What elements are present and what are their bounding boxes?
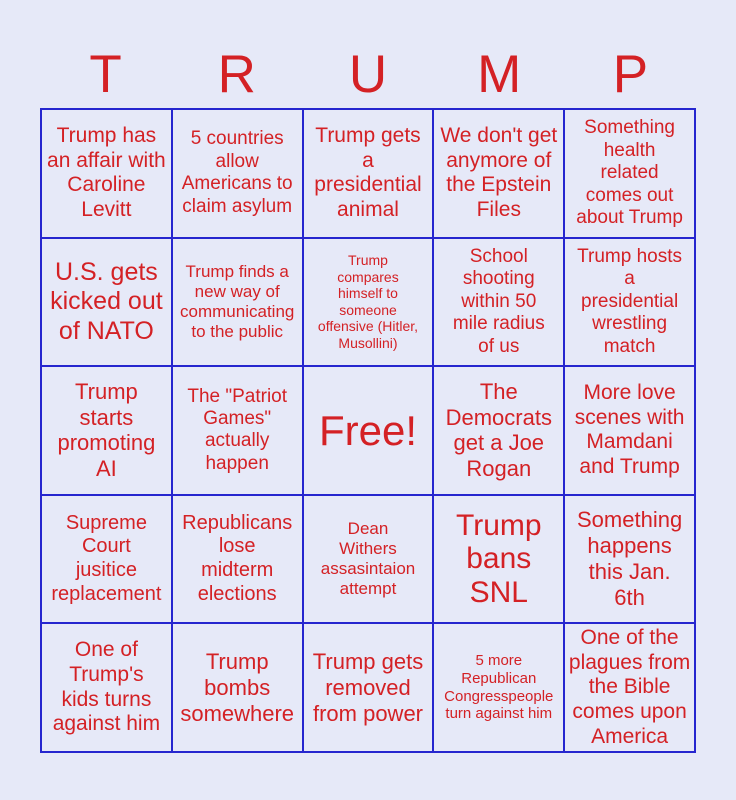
- bingo-cell-r5c4[interactable]: 5 more Republican Congresspeople turn ag…: [433, 623, 565, 752]
- bingo-cell-r4c4[interactable]: Trump bans SNL: [433, 494, 565, 624]
- bingo-cell-r2c3[interactable]: Trump compares himself to someone offens…: [302, 237, 434, 367]
- bingo-cell-r2c1[interactable]: U.S. gets kicked out of NATO: [41, 237, 172, 367]
- bingo-cell-free[interactable]: Free!: [302, 366, 434, 495]
- bingo-cell-r3c5[interactable]: More love scenes with Mamdani and Trump: [564, 366, 695, 495]
- bingo-cell-r2c4[interactable]: School shooting within 50 mile radius of…: [433, 237, 565, 367]
- bingo-cell-r2c2[interactable]: Trump finds a new way of communicating t…: [171, 237, 303, 367]
- title-letter-5: P: [612, 45, 649, 104]
- title-letter-2: R: [217, 45, 256, 104]
- bingo-cell-r4c1[interactable]: Supreme Court jusitice replacement: [41, 494, 172, 624]
- title-letter-1: T: [89, 45, 122, 104]
- title-letter-4: M: [477, 45, 522, 104]
- bingo-cell-r1c2[interactable]: 5 countries allow Americans to claim asy…: [171, 109, 303, 238]
- bingo-cell-r4c2[interactable]: Republicans lose midterm elections: [171, 494, 303, 624]
- bingo-cell-r5c5[interactable]: One of the plagues from the Bible comes …: [564, 623, 695, 752]
- bingo-cell-r1c4[interactable]: We don't get anymore of the Epstein File…: [433, 109, 565, 238]
- bingo-title: T R U M P: [40, 0, 696, 108]
- bingo-cell-r4c5[interactable]: Something happens this Jan. 6th: [564, 494, 695, 624]
- bingo-cell-r3c1[interactable]: Trump starts promoting AI: [41, 366, 172, 495]
- bingo-cell-r3c4[interactable]: The Democrats get a Joe Rogan: [433, 366, 565, 495]
- bingo-cell-r5c1[interactable]: One of Trump's kids turns against him: [41, 623, 172, 752]
- title-letter-3: U: [348, 45, 388, 104]
- bingo-cell-r5c2[interactable]: Trump bombs somewhere: [171, 623, 303, 752]
- bingo-cell-r2c5[interactable]: Trump hosts a presidential wrestling mat…: [564, 237, 695, 367]
- bingo-cell-r1c3[interactable]: Trump gets a presidential animal: [302, 109, 434, 238]
- bingo-card: T R U M P Trump has an affair with Carol…: [40, 0, 696, 753]
- bingo-cell-r5c3[interactable]: Trump gets removed from power: [302, 623, 434, 752]
- bingo-cell-r4c3[interactable]: Dean Withers assasintaion attempt: [302, 494, 434, 624]
- bingo-grid: Trump has an affair with Caroline Levitt…: [40, 108, 696, 753]
- bingo-cell-r3c2[interactable]: The "Patriot Games" actually happen: [171, 366, 303, 495]
- bingo-cell-r1c5[interactable]: Something health related comes out about…: [564, 109, 695, 238]
- bingo-cell-r1c1[interactable]: Trump has an affair with Caroline Levitt: [41, 109, 172, 238]
